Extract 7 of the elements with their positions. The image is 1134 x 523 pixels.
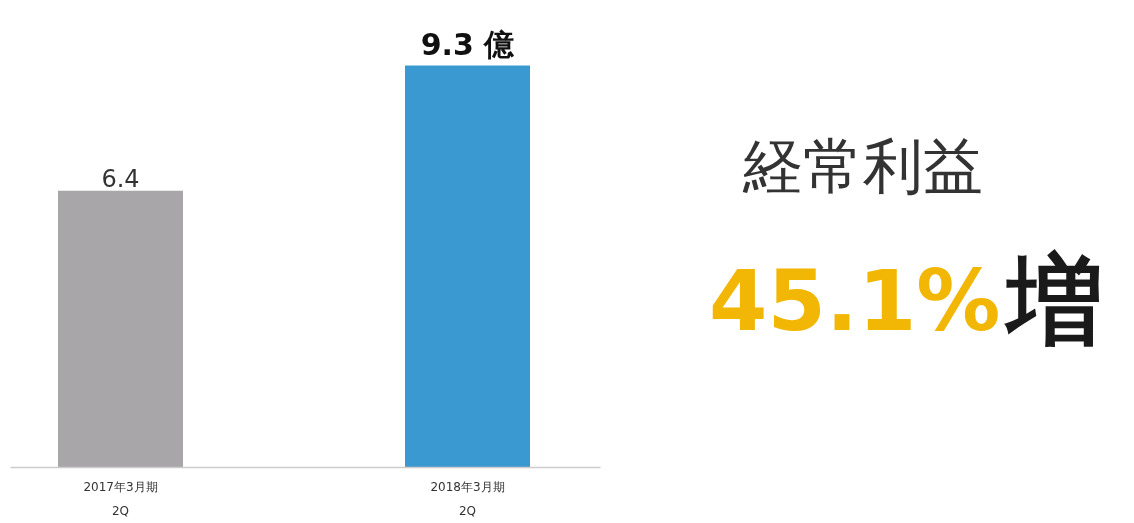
x-tick-label: 2018年3月期 2Q <box>430 479 505 518</box>
x-tick-label: 2017年3月期 2Q <box>83 479 158 518</box>
text: 45.1% <box>709 251 1001 350</box>
text: 経常利益 <box>741 130 983 201</box>
data-label: 9.3 億 <box>420 26 516 62</box>
text: 増 <box>1003 244 1103 357</box>
data-label: 6.4 <box>101 164 140 193</box>
